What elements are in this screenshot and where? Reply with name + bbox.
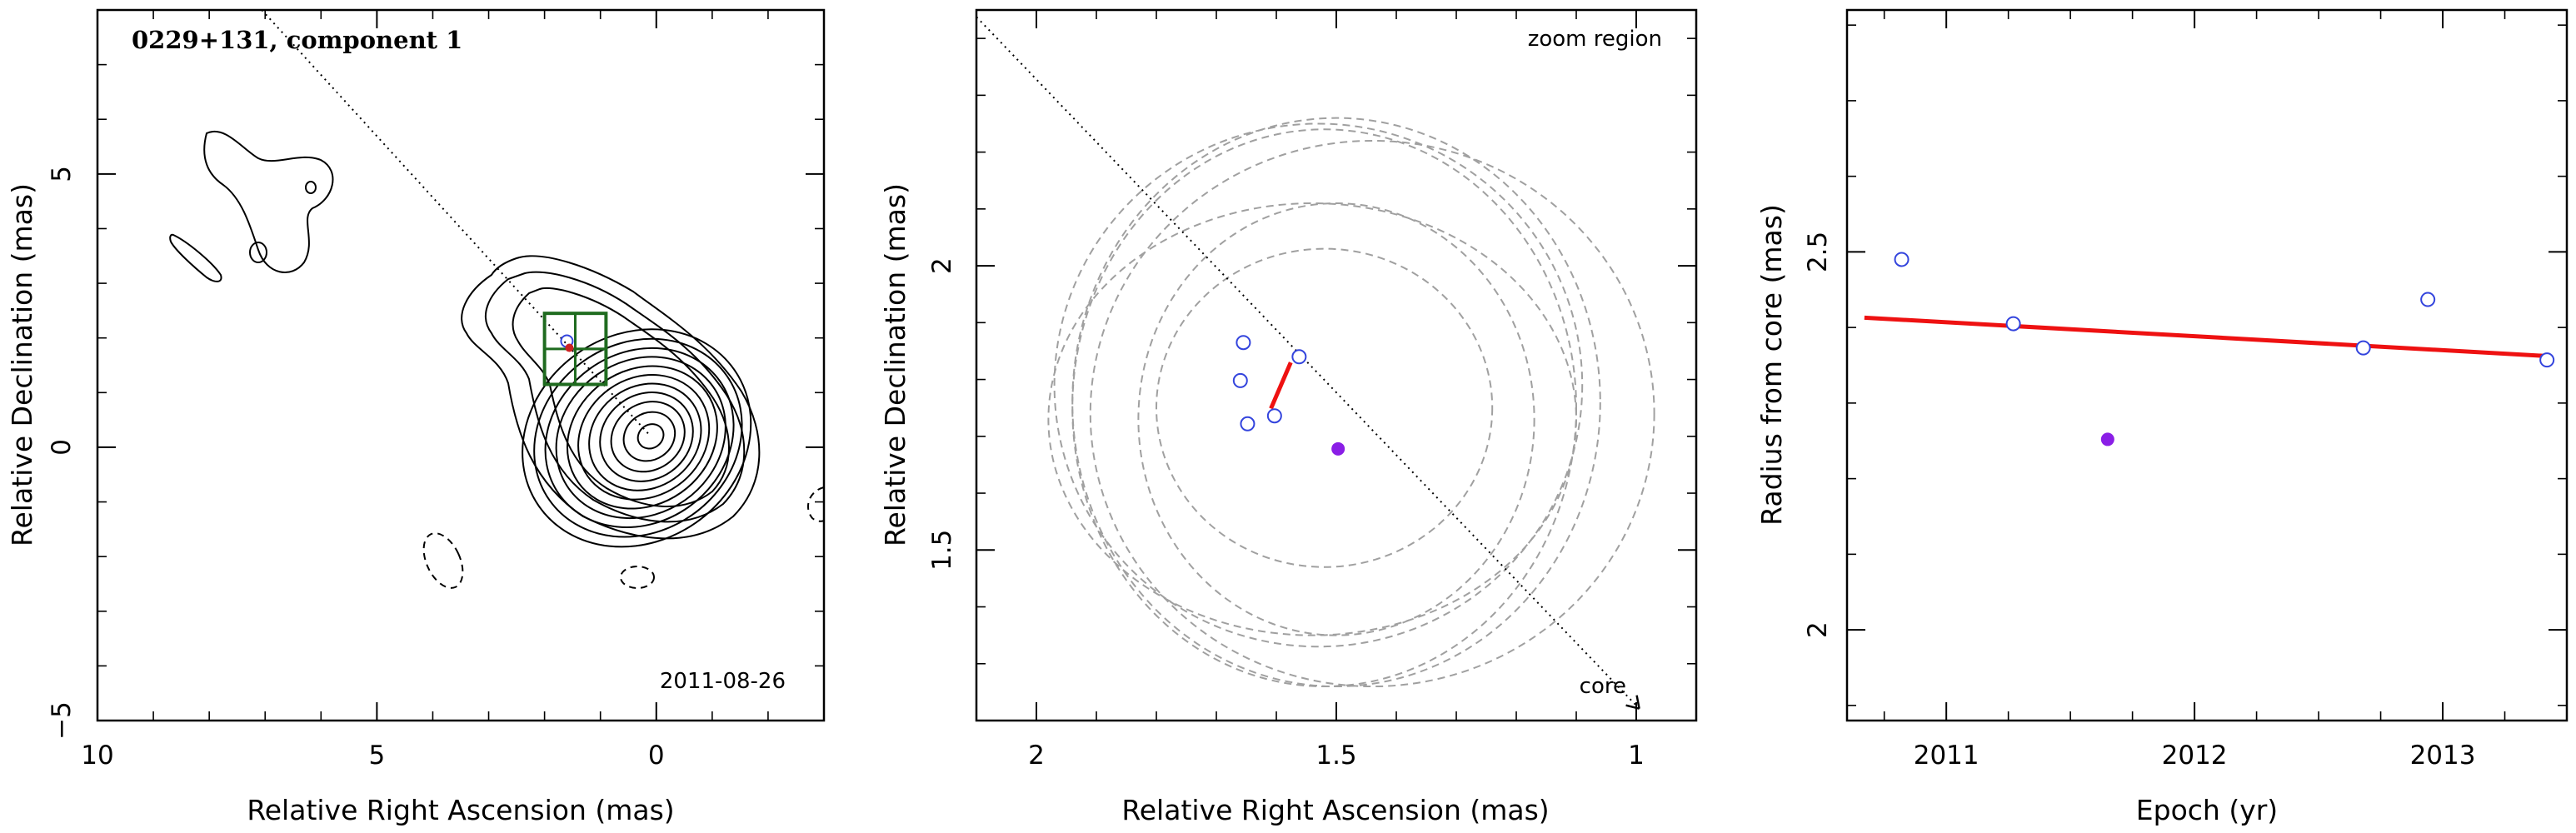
radius-point xyxy=(2420,292,2436,307)
plot-frame xyxy=(1845,8,2569,722)
radius-point xyxy=(1894,252,1910,267)
y-tick-label: −5 xyxy=(47,701,77,740)
position-point xyxy=(1240,416,1256,431)
radius-point xyxy=(2355,340,2371,356)
y-tick-label: 2 xyxy=(1803,621,1833,638)
core-contour xyxy=(622,411,676,462)
y-tick-label: 0 xyxy=(47,439,77,456)
x-axis-label: Epoch (yr) xyxy=(2136,794,2278,826)
radius-point xyxy=(2005,316,2021,332)
core-contour xyxy=(555,356,726,520)
core-contour xyxy=(533,337,743,538)
plot-frame xyxy=(975,8,1698,722)
extended-contour xyxy=(512,287,730,507)
x-tick-label: 1 xyxy=(1628,741,1645,771)
y-tick-label: 1.5 xyxy=(927,530,957,571)
negative-contour xyxy=(620,566,655,589)
jet-direction-line xyxy=(261,10,651,437)
negative-contour xyxy=(422,532,464,589)
x-tick-label: 2011 xyxy=(1914,741,1979,771)
x-tick-label: 10 xyxy=(81,741,113,771)
x-tick-label: 2012 xyxy=(2162,741,2228,771)
core-contour xyxy=(637,423,665,450)
radius-point xyxy=(2539,352,2555,368)
y-axis-label: Radius from core (mas) xyxy=(1755,204,1788,526)
y-tick-label: 2.5 xyxy=(1803,232,1833,272)
error-ellipse xyxy=(1137,202,1535,636)
error-ellipse xyxy=(1047,202,1577,636)
extended-contour xyxy=(461,255,761,540)
island-contour xyxy=(203,131,334,273)
error-ellipse xyxy=(1071,117,1601,688)
radius-marks xyxy=(1864,252,2555,446)
x-axis-label: Relative Right Ascension (mas) xyxy=(247,794,674,826)
x-tick-label: 2013 xyxy=(2410,741,2476,771)
zoom-panel: 2 1.5 1 1.5 2 zoom region core Relative Righ… xyxy=(879,8,1698,826)
core-contour xyxy=(567,365,718,510)
y-tick-label: 5 xyxy=(47,166,77,182)
x-tick-label: 1.5 xyxy=(1315,741,1356,771)
core-contour xyxy=(522,328,752,548)
axis-ticks: 10 5 0 −5 0 5 xyxy=(47,10,824,771)
reference-point xyxy=(2100,432,2114,446)
map-title: 0229+131, component 1 xyxy=(132,26,462,54)
core-contour xyxy=(599,392,694,482)
zoom-marks xyxy=(976,15,1640,710)
x-tick-label: 2 xyxy=(1028,741,1045,771)
core-contour xyxy=(610,401,686,473)
map-overlay xyxy=(261,10,651,437)
fit-line xyxy=(1864,315,2550,359)
core-contour xyxy=(577,374,711,501)
plot-frame xyxy=(96,8,826,722)
position-point xyxy=(1291,349,1307,365)
island-contour xyxy=(249,242,267,263)
position-point xyxy=(1236,335,1251,351)
core-contour xyxy=(544,347,735,528)
radius-epoch-panel: 2011 2012 2013 2 2.5 Epoch (yr) Radius from … xyxy=(1755,8,2569,826)
extended-contour xyxy=(484,271,746,523)
fit-segment xyxy=(1269,362,1293,410)
core-annotation: core xyxy=(1580,674,1626,699)
error-ellipses xyxy=(1047,117,1655,688)
position-point xyxy=(1266,408,1282,424)
error-ellipse xyxy=(1053,122,1584,648)
core-contour xyxy=(588,382,702,491)
x-tick-label: 5 xyxy=(369,741,386,771)
zoom-title: zoom region xyxy=(1528,27,1662,52)
x-tick-label: 0 xyxy=(648,741,665,771)
contour-lines xyxy=(169,131,824,589)
error-ellipse xyxy=(1089,139,1655,688)
contour-map-panel: 10 5 0 −5 0 5 0229+131, component 1 2011-08-2… xyxy=(6,8,826,826)
y-tick-label: 2 xyxy=(927,257,957,274)
error-ellipse xyxy=(1156,247,1494,568)
x-axis-label: Relative Right Ascension (mas) xyxy=(1121,794,1549,826)
y-axis-label: Relative Declination (mas) xyxy=(6,183,38,546)
component-position xyxy=(565,343,574,352)
y-axis-label: Relative Declination (mas) xyxy=(879,183,911,546)
axis-ticks: 2 1.5 1 1.5 2 xyxy=(927,10,1696,771)
island-contour xyxy=(305,181,317,194)
reference-point xyxy=(1331,441,1345,456)
error-ellipse xyxy=(1071,128,1577,688)
island-contour xyxy=(169,233,222,282)
negative-contour xyxy=(807,486,824,522)
observation-date: 2011-08-26 xyxy=(660,669,786,694)
position-point xyxy=(1232,372,1248,388)
axis-ticks: 2011 2012 2013 2 2.5 xyxy=(1803,10,2568,771)
core-arrow-head xyxy=(1625,695,1640,710)
